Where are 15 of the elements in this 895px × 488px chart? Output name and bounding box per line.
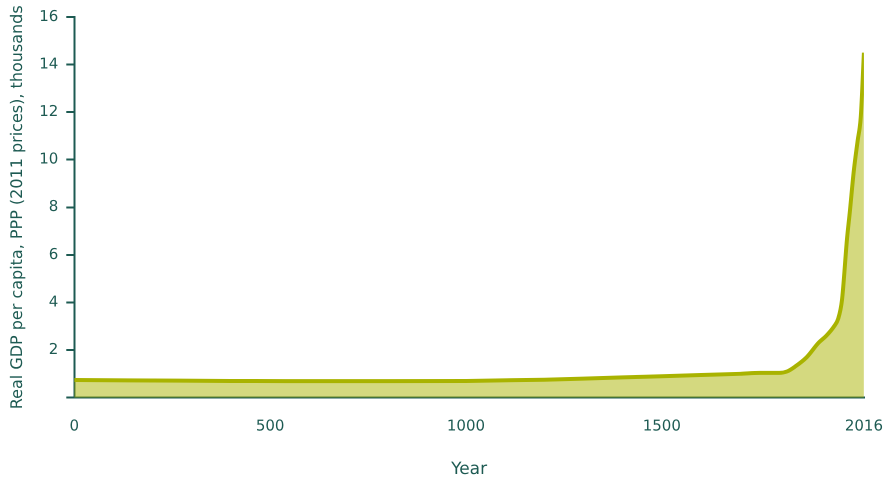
x-axis-title: Year: [450, 459, 488, 480]
y-tick-label: 12: [39, 102, 58, 120]
y-tick-label: 2: [48, 340, 58, 358]
y-tick-label: 10: [39, 150, 58, 168]
x-tick-label: 0: [70, 416, 80, 434]
x-tick-label: 1500: [642, 416, 681, 434]
y-tick-label: 14: [39, 54, 58, 72]
x-tick-label: 500: [256, 416, 284, 434]
y-tick-label: 4: [48, 292, 58, 310]
y-axis-title: Real GDP per capita, PPP (2011 prices), thousands: [6, 5, 26, 410]
x-tick-label: 1000: [446, 416, 486, 434]
y-tick-label: 16: [39, 6, 58, 25]
x-tick-label: 2016: [844, 416, 884, 434]
y-tick-label: 6: [48, 244, 58, 263]
y-tick-label: 8: [48, 197, 58, 216]
